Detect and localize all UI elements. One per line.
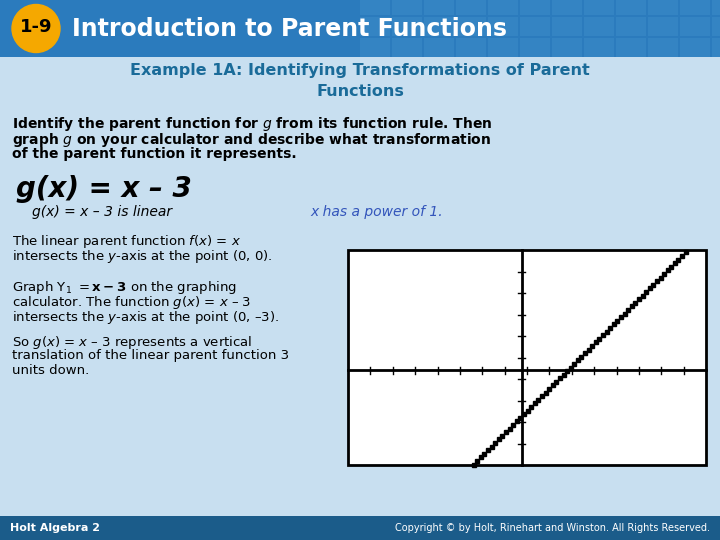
Text: Holt Algebra 2: Holt Algebra 2 [10, 523, 100, 533]
FancyBboxPatch shape [616, 0, 646, 15]
FancyBboxPatch shape [424, 0, 454, 15]
FancyBboxPatch shape [360, 38, 390, 57]
FancyBboxPatch shape [0, 0, 720, 57]
FancyBboxPatch shape [712, 38, 720, 57]
Text: translation of the linear parent function 3: translation of the linear parent functio… [12, 349, 289, 362]
FancyBboxPatch shape [680, 17, 710, 36]
Text: of the parent function it represents.: of the parent function it represents. [12, 147, 297, 161]
Text: Identify the parent function for $\mathbf{\it{g}}$ from its function rule. Then: Identify the parent function for $\mathb… [12, 115, 492, 133]
FancyBboxPatch shape [616, 17, 646, 36]
Text: intersects the $y$-axis at the point (0, 0).: intersects the $y$-axis at the point (0,… [12, 248, 273, 265]
FancyBboxPatch shape [392, 0, 422, 15]
FancyBboxPatch shape [616, 38, 646, 57]
FancyBboxPatch shape [680, 38, 710, 57]
FancyBboxPatch shape [584, 17, 614, 36]
FancyBboxPatch shape [520, 38, 550, 57]
Text: g(x) = x – 3 is linear: g(x) = x – 3 is linear [32, 205, 172, 219]
FancyBboxPatch shape [552, 0, 582, 15]
FancyBboxPatch shape [488, 0, 518, 15]
FancyBboxPatch shape [520, 17, 550, 36]
FancyBboxPatch shape [552, 17, 582, 36]
FancyBboxPatch shape [392, 38, 422, 57]
FancyBboxPatch shape [488, 38, 518, 57]
Text: Example 1A: Identifying Transformations of Parent
Functions: Example 1A: Identifying Transformations … [130, 63, 590, 99]
Text: units down.: units down. [12, 364, 89, 377]
FancyBboxPatch shape [424, 38, 454, 57]
FancyBboxPatch shape [0, 516, 720, 540]
FancyBboxPatch shape [648, 17, 678, 36]
Text: calculator. The function $g$($x$) = $x$ – 3: calculator. The function $g$($x$) = $x$ … [12, 294, 251, 311]
FancyBboxPatch shape [584, 38, 614, 57]
FancyBboxPatch shape [392, 17, 422, 36]
Text: 1-9: 1-9 [19, 18, 53, 37]
FancyBboxPatch shape [584, 0, 614, 15]
Text: g(x) = x – 3: g(x) = x – 3 [16, 175, 192, 203]
FancyBboxPatch shape [712, 17, 720, 36]
FancyBboxPatch shape [456, 0, 486, 15]
FancyBboxPatch shape [360, 17, 390, 36]
Text: Copyright © by Holt, Rinehart and Winston. All Rights Reserved.: Copyright © by Holt, Rinehart and Winsto… [395, 523, 710, 533]
Text: Introduction to Parent Functions: Introduction to Parent Functions [72, 17, 507, 40]
FancyBboxPatch shape [648, 38, 678, 57]
Text: Graph Y$_1$ $= \mathbf{x - 3}$ on the graphing: Graph Y$_1$ $= \mathbf{x - 3}$ on the gr… [12, 279, 237, 296]
FancyBboxPatch shape [456, 17, 486, 36]
FancyBboxPatch shape [488, 17, 518, 36]
FancyBboxPatch shape [648, 0, 678, 15]
FancyBboxPatch shape [712, 0, 720, 15]
Text: So $g$($x$) = $x$ – 3 represents a vertical: So $g$($x$) = $x$ – 3 represents a verti… [12, 334, 252, 351]
Text: graph $\mathbf{\it{g}}$ on your calculator and describe what transformation: graph $\mathbf{\it{g}}$ on your calculat… [12, 131, 491, 149]
FancyBboxPatch shape [424, 17, 454, 36]
FancyBboxPatch shape [348, 250, 706, 465]
FancyBboxPatch shape [360, 0, 390, 15]
Text: x has a power of 1.: x has a power of 1. [310, 205, 443, 219]
Circle shape [12, 4, 60, 52]
FancyBboxPatch shape [680, 0, 710, 15]
Text: intersects the $y$-axis at the point (0, –3).: intersects the $y$-axis at the point (0,… [12, 309, 279, 326]
Text: The linear parent function $f$($x$) = $x$: The linear parent function $f$($x$) = $x… [12, 233, 241, 250]
FancyBboxPatch shape [520, 0, 550, 15]
FancyBboxPatch shape [456, 38, 486, 57]
FancyBboxPatch shape [552, 38, 582, 57]
